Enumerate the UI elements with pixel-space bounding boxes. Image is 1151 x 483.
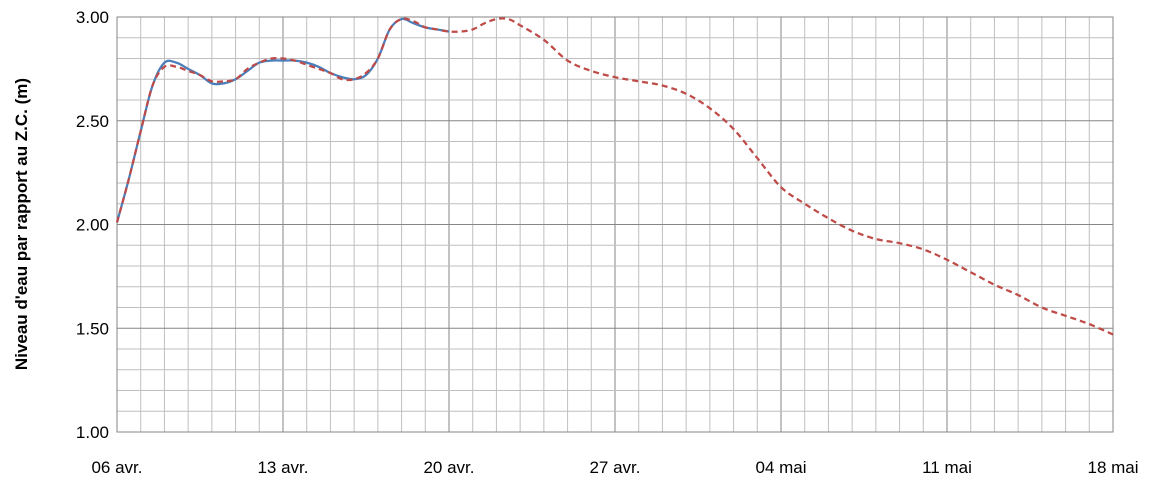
y-axis-title: Niveau d'eau par rapport au Z.C. (m): [12, 78, 31, 370]
y-tick-label: 2.00: [76, 216, 109, 235]
x-axis-tick-labels: 06 avr. 13 avr. 20 avr. 27 avr. 04 mai 11 mai…: [91, 458, 1138, 477]
x-tick-label: 06 avr.: [91, 458, 142, 477]
y-tick-label: 3.00: [76, 8, 109, 27]
plot-frame: [116, 16, 1114, 433]
plot-area-border: [116, 16, 1114, 433]
x-tick-label: 11 mai: [922, 458, 972, 477]
series-line-solid: [115, 17, 450, 223]
x-tick-label: 13 avr.: [257, 458, 308, 477]
y-tick-label: 1.50: [76, 319, 109, 338]
series-layer: [115, 17, 1114, 336]
grid: [116, 16, 1114, 433]
x-tick-label: 04 mai: [755, 458, 806, 477]
y-axis-tick-labels: 1.00 1.50 2.00 2.50 3.00: [76, 8, 109, 442]
x-tick-label: 18 mai: [1087, 458, 1138, 477]
y-tick-label: 2.50: [76, 112, 109, 131]
series-line-dashed: [115, 17, 1114, 336]
x-tick-label: 20 avr.: [423, 458, 474, 477]
y-tick-label: 1.00: [76, 423, 109, 442]
x-tick-label: 27 avr.: [589, 458, 640, 477]
